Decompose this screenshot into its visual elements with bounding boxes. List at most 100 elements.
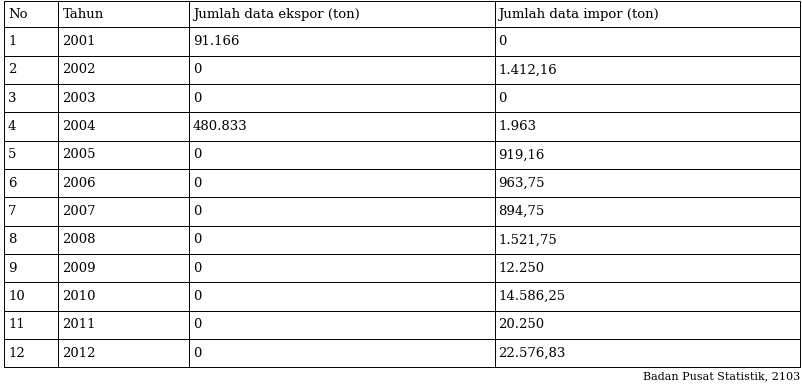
Text: 6: 6 bbox=[8, 177, 17, 190]
Bar bbox=[495, 56, 800, 84]
Bar bbox=[188, 254, 495, 282]
Text: 3: 3 bbox=[8, 92, 17, 105]
Text: 20.250: 20.250 bbox=[499, 319, 545, 331]
Text: 2006: 2006 bbox=[63, 177, 96, 190]
Text: 1: 1 bbox=[8, 35, 16, 48]
Bar bbox=[59, 27, 188, 56]
Bar bbox=[59, 113, 188, 141]
Text: Badan Pusat Statistik, 2103: Badan Pusat Statistik, 2103 bbox=[643, 371, 800, 381]
Text: 22.576,83: 22.576,83 bbox=[499, 347, 566, 360]
Text: 0: 0 bbox=[499, 35, 507, 48]
Bar bbox=[59, 84, 188, 113]
Bar bbox=[495, 169, 800, 197]
Bar bbox=[188, 282, 495, 311]
Bar bbox=[4, 56, 59, 84]
Bar bbox=[495, 226, 800, 254]
Text: 2012: 2012 bbox=[63, 347, 96, 360]
Bar bbox=[4, 1, 59, 27]
Text: 2002: 2002 bbox=[63, 63, 96, 76]
Text: 2005: 2005 bbox=[63, 148, 96, 161]
Text: 0: 0 bbox=[192, 262, 201, 275]
Bar bbox=[495, 84, 800, 113]
Text: 2009: 2009 bbox=[63, 262, 96, 275]
Bar bbox=[188, 113, 495, 141]
Text: 91.166: 91.166 bbox=[192, 35, 239, 48]
Text: 963,75: 963,75 bbox=[499, 177, 545, 190]
Bar bbox=[59, 197, 188, 226]
Text: 9: 9 bbox=[8, 262, 17, 275]
Bar bbox=[188, 311, 495, 339]
Bar bbox=[188, 197, 495, 226]
Text: 2003: 2003 bbox=[63, 92, 96, 105]
Bar bbox=[4, 141, 59, 169]
Text: 0: 0 bbox=[192, 205, 201, 218]
Text: 0: 0 bbox=[499, 92, 507, 105]
Bar bbox=[4, 113, 59, 141]
Bar bbox=[4, 226, 59, 254]
Text: 2011: 2011 bbox=[63, 319, 96, 331]
Bar bbox=[59, 1, 188, 27]
Bar bbox=[59, 282, 188, 311]
Text: 2001: 2001 bbox=[63, 35, 96, 48]
Bar bbox=[4, 282, 59, 311]
Text: No: No bbox=[8, 7, 27, 21]
Bar bbox=[495, 141, 800, 169]
Bar bbox=[59, 254, 188, 282]
Text: 0: 0 bbox=[192, 63, 201, 76]
Bar bbox=[4, 27, 59, 56]
Bar bbox=[59, 226, 188, 254]
Bar bbox=[4, 254, 59, 282]
Text: 0: 0 bbox=[192, 92, 201, 105]
Bar bbox=[188, 226, 495, 254]
Text: 0: 0 bbox=[192, 347, 201, 360]
Bar bbox=[188, 1, 495, 27]
Bar bbox=[495, 282, 800, 311]
Bar bbox=[188, 339, 495, 367]
Text: 480.833: 480.833 bbox=[192, 120, 248, 133]
Text: 2: 2 bbox=[8, 63, 16, 76]
Bar bbox=[4, 339, 59, 367]
Text: 0: 0 bbox=[192, 234, 201, 246]
Text: 2004: 2004 bbox=[63, 120, 96, 133]
Bar bbox=[4, 311, 59, 339]
Text: 1.412,16: 1.412,16 bbox=[499, 63, 557, 76]
Bar bbox=[59, 56, 188, 84]
Text: Jumlah data ekspor (ton): Jumlah data ekspor (ton) bbox=[192, 7, 359, 21]
Text: Tahun: Tahun bbox=[63, 7, 103, 21]
Text: 894,75: 894,75 bbox=[499, 205, 545, 218]
Bar bbox=[59, 311, 188, 339]
Text: 12.250: 12.250 bbox=[499, 262, 545, 275]
Bar bbox=[495, 27, 800, 56]
Bar bbox=[188, 169, 495, 197]
Bar bbox=[188, 141, 495, 169]
Text: 2007: 2007 bbox=[63, 205, 96, 218]
Bar bbox=[188, 84, 495, 113]
Text: 1.521,75: 1.521,75 bbox=[499, 234, 557, 246]
Text: 0: 0 bbox=[192, 148, 201, 161]
Text: 919,16: 919,16 bbox=[499, 148, 545, 161]
Text: 7: 7 bbox=[8, 205, 17, 218]
Text: 12: 12 bbox=[8, 347, 25, 360]
Text: 2010: 2010 bbox=[63, 290, 96, 303]
Text: 4: 4 bbox=[8, 120, 16, 133]
Bar bbox=[59, 169, 188, 197]
Text: 1.963: 1.963 bbox=[499, 120, 537, 133]
Bar bbox=[495, 311, 800, 339]
Bar bbox=[4, 197, 59, 226]
Text: 0: 0 bbox=[192, 319, 201, 331]
Bar bbox=[495, 113, 800, 141]
Bar bbox=[4, 84, 59, 113]
Text: 8: 8 bbox=[8, 234, 16, 246]
Text: 5: 5 bbox=[8, 148, 16, 161]
Bar bbox=[495, 339, 800, 367]
Text: Jumlah data impor (ton): Jumlah data impor (ton) bbox=[499, 7, 659, 21]
Text: 0: 0 bbox=[192, 177, 201, 190]
Bar bbox=[188, 56, 495, 84]
Bar bbox=[4, 169, 59, 197]
Text: 2008: 2008 bbox=[63, 234, 96, 246]
Bar bbox=[59, 141, 188, 169]
Text: 11: 11 bbox=[8, 319, 25, 331]
Bar bbox=[59, 339, 188, 367]
Bar bbox=[495, 1, 800, 27]
Text: 14.586,25: 14.586,25 bbox=[499, 290, 565, 303]
